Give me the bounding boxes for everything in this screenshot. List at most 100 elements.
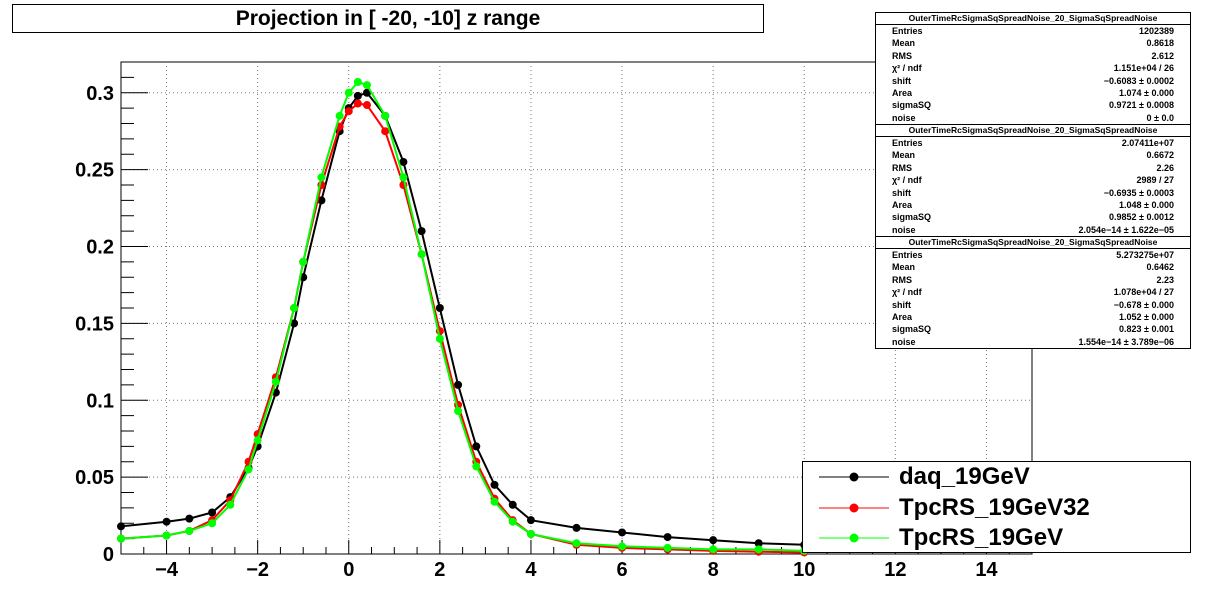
- legend-item-tpcrs32: TpcRS_19GeV32: [803, 493, 1190, 523]
- legend-item-tpcrs: TpcRS_19GeV: [803, 523, 1190, 553]
- stat-value: 1.052 ± 0.000: [1119, 311, 1174, 322]
- data-point: [362, 101, 371, 110]
- x-tick-label: 0: [343, 559, 354, 581]
- stat-key: RMS: [892, 162, 912, 173]
- stat-row: noise 2.054e−14 ± 1.622e−05: [876, 224, 1190, 236]
- legend-marker-icon: [819, 472, 889, 482]
- stat-row: Entries 5.273275e+07: [876, 249, 1190, 261]
- data-point: [344, 107, 353, 116]
- stat-value: 2.07411e+07: [1121, 138, 1174, 148]
- stat-value: 2.054e−14 ± 1.622e−05: [1078, 224, 1174, 235]
- stat-row: χ² / ndf 1.151e+04 / 26: [876, 62, 1190, 74]
- stat-box-2: OuterTimeRcSigmaSqSpreadNoise_20_SigmaSq…: [875, 124, 1191, 238]
- x-tick-label: 10: [793, 559, 815, 581]
- x-tick-label: 14: [975, 559, 998, 581]
- data-point: [290, 319, 299, 328]
- y-tick-label: 0.1: [86, 390, 114, 412]
- stat-row: RMS 2.26: [876, 162, 1190, 174]
- series-line: [120, 80, 805, 552]
- stat-value: 0.6672: [1146, 150, 1174, 161]
- stat-row: RMS 2.23: [876, 274, 1190, 286]
- data-point: [399, 173, 408, 182]
- chart-title: Projection in [ -20, -10] z range: [12, 4, 764, 33]
- data-point: [353, 77, 362, 86]
- data-point: [208, 508, 217, 517]
- stat-value: 0.8618: [1146, 38, 1174, 49]
- stat-row: RMS 2.612: [876, 50, 1190, 62]
- stat-key: RMS: [892, 50, 912, 61]
- x-tick-label: 12: [884, 559, 906, 581]
- stat-row: χ² / ndf 1.078e+04 / 27: [876, 286, 1190, 298]
- data-point: [417, 227, 426, 236]
- data-point: [663, 533, 672, 542]
- data-point: [185, 514, 194, 523]
- stat-value: 2.612: [1151, 50, 1174, 61]
- x-tick-label: 6: [616, 559, 627, 581]
- data-point: [353, 91, 362, 100]
- data-point: [253, 436, 262, 445]
- data-point: [526, 530, 535, 539]
- data-point: [572, 523, 581, 532]
- data-point: [244, 465, 253, 474]
- stat-value: 0.823 ± 0.001: [1119, 324, 1174, 335]
- stat-value: −0.6935 ± 0.0003: [1103, 187, 1174, 198]
- stat-row: χ² / ndf 2989 / 27: [876, 174, 1190, 186]
- data-point: [117, 522, 125, 531]
- stat-key: Mean: [892, 150, 916, 161]
- stat-row: Mean 0.6462: [876, 261, 1190, 273]
- stat-key: shift: [892, 187, 911, 198]
- data-point: [454, 407, 463, 416]
- stat-value: 5.273275e+07: [1116, 250, 1174, 260]
- legend: daq_19GeV TpcRS_19GeV32 TpcRS_19GeV: [802, 461, 1191, 553]
- stat-key: Entries: [892, 250, 923, 260]
- y-tick-label: 0.3: [86, 83, 114, 105]
- data-point: [317, 173, 326, 182]
- legend-marker-icon: [819, 503, 889, 513]
- x-tick-label: 2: [434, 559, 445, 581]
- y-tick-label: 0.15: [75, 313, 114, 335]
- data-point: [381, 127, 390, 136]
- data-point: [618, 542, 627, 551]
- stat-row: Area 1.048 ± 0.000: [876, 199, 1190, 211]
- data-point: [754, 545, 763, 554]
- series-0: [117, 88, 809, 549]
- stat-value: 0 ± 0.0: [1146, 112, 1174, 123]
- data-point: [299, 257, 308, 266]
- data-point: [317, 196, 326, 205]
- series-1: [117, 99, 809, 557]
- data-point: [335, 111, 344, 120]
- stat-row: noise 1.554e−14 ± 3.789e−06: [876, 336, 1190, 348]
- stat-value: 2989 / 27: [1136, 175, 1174, 186]
- data-point: [663, 543, 672, 552]
- stat-box-title: OuterTimeRcSigmaSqSpreadNoise_20_SigmaSq…: [876, 237, 1190, 249]
- stat-row: sigmaSQ 0.9721 ± 0.0008: [876, 99, 1190, 111]
- stat-row: Entries 1202389: [876, 25, 1190, 37]
- data-series: [117, 77, 809, 557]
- stat-value: 0.9852 ± 0.0012: [1109, 212, 1174, 223]
- data-point: [454, 380, 463, 389]
- y-tick-label: 0.05: [75, 467, 114, 489]
- stat-row: shift −0.6935 ± 0.0003: [876, 187, 1190, 199]
- stat-value: 1.078e+04 / 27: [1113, 287, 1174, 298]
- stat-row: Mean 0.8618: [876, 37, 1190, 49]
- data-point: [417, 250, 426, 259]
- stat-value: 1.151e+04 / 26: [1113, 63, 1174, 74]
- stat-value: −0.6083 ± 0.0002: [1103, 75, 1174, 86]
- stat-row: noise 0 ± 0.0: [876, 112, 1190, 124]
- stat-key: Entries: [892, 138, 923, 148]
- data-point: [490, 480, 499, 489]
- stat-key: noise: [892, 112, 916, 123]
- stat-key: χ² / ndf: [892, 175, 922, 186]
- data-point: [508, 517, 517, 526]
- stat-row: Area 1.074 ± 0.000: [876, 87, 1190, 99]
- stat-row: Mean 0.6672: [876, 149, 1190, 161]
- data-point: [472, 442, 481, 451]
- data-point: [208, 519, 217, 528]
- stat-box-title: OuterTimeRcSigmaSqSpreadNoise_20_SigmaSq…: [876, 125, 1190, 137]
- data-point: [162, 517, 171, 526]
- stat-key: noise: [892, 336, 916, 347]
- stat-value: 2.26: [1156, 162, 1174, 173]
- stat-value: 1.554e−14 ± 3.789e−06: [1078, 336, 1174, 347]
- stat-key: sigmaSQ: [892, 324, 932, 335]
